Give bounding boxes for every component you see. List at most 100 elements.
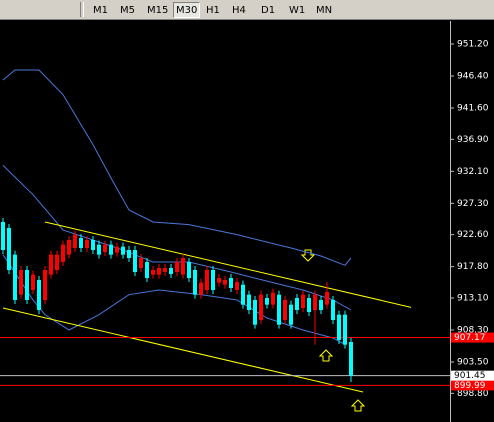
level-box: [451, 332, 494, 343]
timeframe-button[interactable]: MN: [313, 2, 335, 18]
candle-body: [67, 240, 71, 255]
candle-body: [193, 270, 197, 295]
y-tick-label: 908.30: [457, 326, 489, 336]
arrow-down: [300, 249, 316, 262]
candle-body: [175, 262, 179, 272]
candle-body: [235, 282, 239, 290]
candle-body: [31, 274, 35, 290]
candle-body: [55, 254, 59, 270]
candle-body: [25, 270, 29, 300]
candle-body: [307, 298, 311, 312]
candle-body: [337, 314, 341, 340]
candle-body: [253, 300, 257, 325]
y-tick-label: 951.20: [457, 40, 489, 50]
bid-box: [451, 370, 494, 381]
bollinger-band: [2, 254, 346, 346]
y-tick-label: 941.60: [457, 104, 489, 114]
candle-body: [19, 270, 23, 295]
plot-background: [0, 21, 494, 422]
y-tick-label: 936.90: [457, 135, 489, 145]
candle-body: [313, 294, 317, 310]
timeframe-button[interactable]: H1: [203, 2, 223, 18]
candle-body: [163, 268, 167, 272]
arrow-up: [350, 399, 366, 412]
timeframe-button[interactable]: H4: [229, 2, 249, 18]
candle-body: [73, 234, 77, 248]
timeframe-button[interactable]: M30: [173, 2, 201, 18]
candle-body: [259, 294, 263, 320]
y-tick-label: 898.80: [457, 389, 489, 399]
candle-body: [127, 250, 131, 258]
candle-body: [1, 222, 5, 250]
candle-body: [319, 300, 323, 310]
candle-body: [85, 240, 89, 248]
candle-body: [187, 262, 191, 278]
timeframe-button[interactable]: M1: [90, 2, 111, 18]
candle-body: [247, 294, 251, 310]
candle-body: [205, 270, 209, 290]
arrow-up: [318, 349, 334, 362]
y-tick-label: 932.10: [457, 167, 489, 177]
candle-body: [157, 268, 161, 275]
bid-label: 901.45: [454, 371, 486, 381]
bollinger-band: [2, 69, 352, 266]
trend-line: [2, 307, 364, 393]
timeframe-button[interactable]: D1: [258, 2, 278, 18]
arrows: [300, 249, 366, 412]
candle-body: [349, 342, 353, 376]
candle-body: [43, 270, 47, 300]
timeframe-button[interactable]: M15: [144, 2, 171, 18]
candle-body: [343, 314, 347, 345]
y-tick-label: 946.40: [457, 72, 489, 82]
candle-body: [61, 244, 65, 262]
candle-body: [13, 254, 17, 300]
candle-body: [115, 246, 119, 253]
timeframe-button[interactable]: W1: [286, 2, 308, 18]
candle-body: [181, 258, 185, 275]
candle-body: [211, 270, 215, 290]
candle-body: [121, 246, 125, 255]
candle-body: [151, 270, 155, 275]
candle-body: [271, 292, 275, 305]
candle-body: [295, 298, 299, 310]
candle-body: [139, 258, 143, 268]
candle-body: [229, 278, 233, 288]
trend-line: [44, 221, 412, 308]
candle-body: [97, 244, 101, 255]
y-tick-label: 903.50: [457, 358, 489, 368]
separator: [80, 2, 84, 17]
timeframe-button[interactable]: M5: [117, 2, 138, 18]
candle-body: [301, 294, 305, 308]
candle-body: [103, 244, 107, 252]
level-box: [451, 380, 494, 391]
bollinger-band: [2, 164, 352, 311]
candle-body: [199, 282, 203, 295]
candle-body: [7, 228, 11, 270]
candle-body: [325, 292, 329, 305]
candle-body: [37, 280, 41, 310]
candle-body: [223, 280, 227, 285]
timeframe-toolbar: M1 M5 M15 M30 H1 H4 D1 W1 MN: [0, 0, 494, 20]
candle-body: [277, 294, 281, 325]
candle-body: [109, 244, 113, 255]
candle-body: [169, 268, 173, 274]
y-tick-label: 913.10: [457, 294, 489, 304]
candle-body: [91, 240, 95, 250]
candle-body: [331, 300, 335, 320]
candle-body: [241, 284, 245, 305]
candle-body: [265, 298, 269, 305]
y-tick-label: 922.60: [457, 230, 489, 240]
candle-body: [283, 300, 287, 320]
candle-body: [289, 304, 293, 325]
level-label: 899.99: [454, 381, 486, 391]
candle-body: [133, 250, 137, 272]
candle-body: [79, 238, 83, 248]
candle-body: [145, 262, 149, 278]
y-tick-label: 917.80: [457, 262, 489, 272]
y-tick-label: 927.30: [457, 199, 489, 209]
candle-body: [217, 278, 221, 283]
level-label: 907.17: [454, 333, 486, 343]
candle-body: [49, 254, 53, 275]
